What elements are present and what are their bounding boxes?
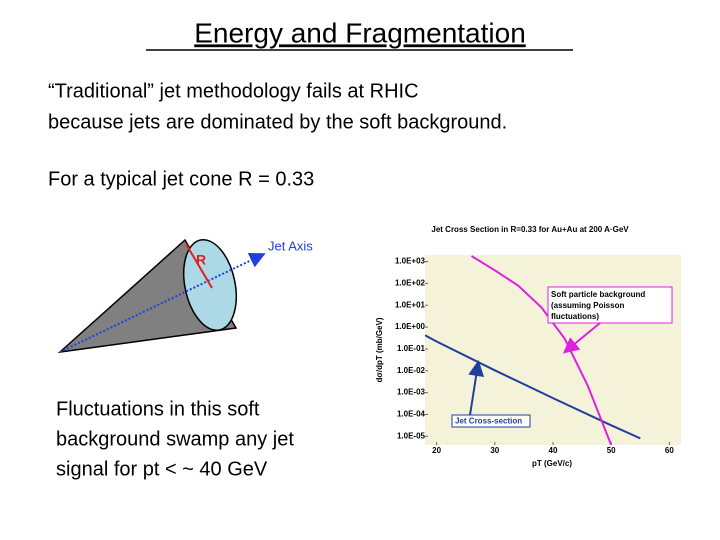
annotation-box <box>547 286 673 324</box>
annotation-arrow <box>562 322 601 354</box>
x-tick-label: 30 <box>490 446 499 455</box>
body-line: because jets are dominated by the soft b… <box>48 111 507 133</box>
series-line <box>425 334 641 440</box>
radius-label: R <box>196 252 206 268</box>
x-tick-label: 50 <box>607 446 616 455</box>
bottom-text: Fluctuations in this soft <box>56 398 260 420</box>
y-tick-label: 1.0E+00 <box>395 322 426 331</box>
bottom-text: background swamp any jet <box>56 428 294 450</box>
axis-label: Jet Axis <box>268 238 313 253</box>
y-axis-label: dσ/dpT (mb/GeV) <box>375 317 384 382</box>
annotation-box <box>451 414 531 428</box>
x-tick-label: 40 <box>549 446 558 455</box>
y-tick-label: 1.0E+01 <box>395 300 426 309</box>
y-tick-label: 1.0E-01 <box>397 344 426 353</box>
y-tick-label: 1.0E-05 <box>397 431 426 440</box>
x-axis-label: pT (GeV/c) <box>532 459 572 468</box>
annotation: Soft particle background <box>551 290 645 299</box>
slide-title: Energy and Fragmentation <box>194 17 526 48</box>
x-tick-label: 20 <box>432 446 441 455</box>
annotation: (assuming Poisson <box>551 301 624 310</box>
annotation-arrow <box>468 360 485 416</box>
y-tick-label: 1.0E+02 <box>395 279 426 288</box>
annotation: fluctuations) <box>551 312 599 321</box>
chart-title: Jet Cross Section in R=0.33 for Au+Au at… <box>431 225 629 234</box>
y-tick-label: 1.0E-02 <box>397 366 426 375</box>
bottom-text: signal for pt < ~ 40 GeV <box>56 458 268 480</box>
body-line: “Traditional” jet methodology fails at R… <box>48 80 419 102</box>
annotation: Jet Cross-section <box>455 417 522 426</box>
y-tick-label: 1.0E+03 <box>395 257 426 266</box>
jet-axis <box>59 252 266 353</box>
x-tick-label: 60 <box>665 446 674 455</box>
y-tick-label: 1.0E-03 <box>397 388 426 397</box>
series-line <box>470 255 613 445</box>
cone-caption: For a typical jet cone R = 0.33 <box>48 168 314 190</box>
chart: Jet Cross Section in R=0.33 for Au+Au at… <box>375 225 674 468</box>
radius-line <box>185 243 213 289</box>
y-tick-label: 1.0E-04 <box>397 410 426 419</box>
